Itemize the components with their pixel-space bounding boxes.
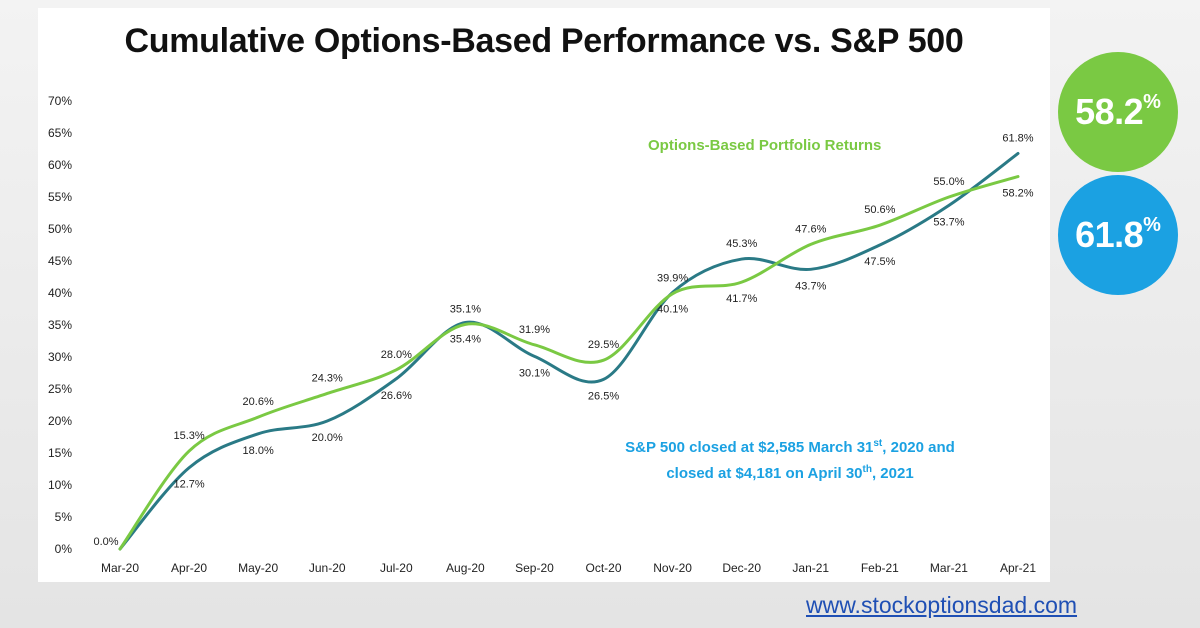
- options-data-label: 31.9%: [519, 324, 550, 336]
- sp500-data-label: 40.1%: [657, 303, 688, 315]
- y-tick-label: 55%: [48, 190, 72, 204]
- x-tick-label: Oct-20: [586, 561, 622, 575]
- sp500-data-label: 26.6%: [381, 390, 412, 402]
- options-data-label: 29.5%: [588, 339, 619, 351]
- sp500-data-label: 53.7%: [933, 216, 964, 228]
- y-tick-label: 45%: [48, 254, 72, 268]
- axes: 0% 5% 10% 15% 20% 25% 30% 35% 40% 45% 50% 55% 60% 65%…: [48, 94, 1036, 575]
- x-tick-label: Jun-20: [309, 561, 346, 575]
- series-lines: [118, 151, 1020, 551]
- options-series-line: [118, 175, 1020, 551]
- y-tick-label: 70%: [48, 94, 72, 108]
- legend-options-series: Options-Based Portfolio Returns: [648, 137, 881, 154]
- chart-svg: 0% 5% 10% 15% 20% 25% 30% 35% 40% 45% 50% 55% 60% 65%…: [48, 94, 1036, 575]
- sp500-data-label: 61.8%: [1002, 132, 1033, 144]
- y-tick-label: 35%: [48, 318, 72, 332]
- options-data-label: 0.0%: [93, 536, 118, 548]
- x-tick-label: Apr-21: [1000, 561, 1036, 575]
- options-return-badge: 58.2%: [1058, 52, 1178, 172]
- sp500-data-label: 18.0%: [243, 445, 274, 457]
- options-data-label: 47.6%: [795, 223, 826, 235]
- options-data-label: 24.3%: [312, 372, 343, 384]
- options-data-label: 35.1%: [450, 303, 481, 315]
- sp500-return-badge: 61.8%: [1058, 175, 1178, 295]
- sp500-data-label: 43.7%: [795, 280, 826, 292]
- annotation-line-1: S&P 500 closed at $2,585 March 31st, 202…: [625, 438, 955, 456]
- sp500-return-unit: %: [1143, 213, 1161, 236]
- website-link[interactable]: www.stockoptionsdad.com: [806, 592, 1078, 618]
- x-tick-label: Mar-20: [101, 561, 139, 575]
- options-data-label: 55.0%: [933, 176, 964, 188]
- x-tick-label: May-20: [238, 561, 278, 575]
- options-data-label: 15.3%: [173, 430, 204, 442]
- chart-title: Cumulative Options-Based Performance vs.…: [124, 22, 964, 60]
- sp500-data-label: 26.5%: [588, 390, 619, 402]
- x-tick-label: Nov-20: [653, 561, 692, 575]
- data-labels: 0.0% 15.3% 20.6% 24.3% 28.0% 35.1% 31.9% 29.5% 3…: [93, 132, 1033, 548]
- sp500-data-label: 35.4%: [450, 333, 481, 345]
- options-data-label: 20.6%: [243, 396, 274, 408]
- x-tick-label: Sep-20: [515, 561, 554, 575]
- x-tick-label: Dec-20: [722, 561, 761, 575]
- sp500-return-value: 61.8: [1075, 214, 1144, 255]
- annotation-line-2: closed at $4,181 on April 30th, 2021: [666, 464, 913, 482]
- sp500-data-label: 30.1%: [519, 367, 550, 379]
- x-tick-label: Jul-20: [380, 561, 413, 575]
- x-tick-label: Mar-21: [930, 561, 968, 575]
- options-return-unit: %: [1143, 90, 1161, 113]
- x-tick-label: Feb-21: [861, 561, 899, 575]
- y-tick-label: 65%: [48, 126, 72, 140]
- sp500-data-label: 47.5%: [864, 256, 895, 268]
- y-tick-label: 40%: [48, 286, 72, 300]
- x-tick-label: Aug-20: [446, 561, 485, 575]
- y-tick-label: 25%: [48, 382, 72, 396]
- options-data-label: 50.6%: [864, 204, 895, 216]
- y-tick-label: 60%: [48, 158, 72, 172]
- chart-panel: 0% 5% 10% 15% 20% 25% 30% 35% 40% 45% 50% 55% 60% 65%…: [38, 8, 1050, 582]
- sp500-data-label: 45.3%: [726, 238, 757, 250]
- y-tick-label: 50%: [48, 222, 72, 236]
- x-tick-label: Apr-20: [171, 561, 207, 575]
- options-data-label: 41.7%: [726, 293, 757, 305]
- y-tick-label: 10%: [48, 478, 72, 492]
- y-tick-label: 0%: [55, 542, 73, 556]
- y-tick-label: 15%: [48, 446, 72, 460]
- y-tick-label: 5%: [55, 510, 73, 524]
- x-tick-label: Jan-21: [792, 561, 829, 575]
- sp500-data-label: 12.7%: [173, 479, 204, 491]
- y-tick-label: 20%: [48, 414, 72, 428]
- options-return-value: 58.2: [1075, 91, 1144, 132]
- options-data-label: 28.0%: [381, 349, 412, 361]
- options-data-label: 58.2%: [1002, 188, 1033, 200]
- options-data-label: 39.9%: [657, 273, 688, 285]
- sp500-data-label: 20.0%: [312, 432, 343, 444]
- sp500-series-line: [118, 151, 1020, 551]
- y-tick-label: 30%: [48, 350, 72, 364]
